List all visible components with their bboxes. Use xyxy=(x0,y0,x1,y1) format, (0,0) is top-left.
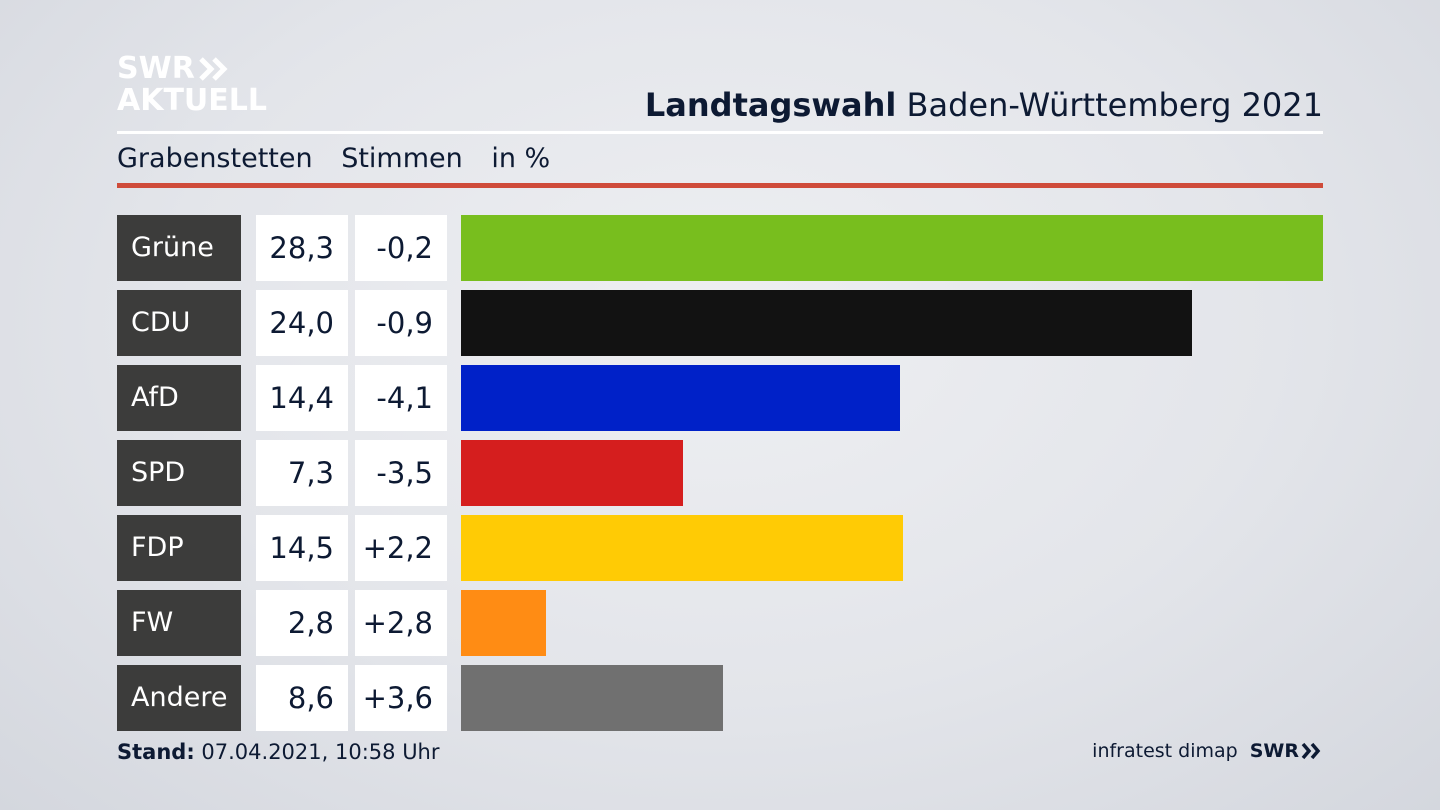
value-label: 7,3 xyxy=(256,440,348,506)
value-label: 8,6 xyxy=(256,665,348,731)
diff-label: +3,6 xyxy=(355,665,447,731)
value-label: 24,0 xyxy=(256,290,348,356)
swr-aktuell-logo: SWR AKTUELL xyxy=(117,53,267,117)
chart-subtitle: Grabenstetten Stimmen in % xyxy=(117,143,570,174)
party-label: CDU xyxy=(117,290,241,356)
source-brand: SWR xyxy=(1249,740,1299,762)
bar xyxy=(461,440,683,506)
diff-label: +2,8 xyxy=(355,590,447,656)
source-logo: SWR xyxy=(1250,740,1323,762)
bar-row: Andere 8,6 +3,6 xyxy=(117,665,1323,731)
subtitle-divider xyxy=(117,183,1323,188)
party-label: FW xyxy=(117,590,241,656)
bar-row: CDU 24,0 -0,9 xyxy=(117,290,1323,356)
diff-label: +2,2 xyxy=(355,515,447,581)
bar xyxy=(461,365,900,431)
logo-line-1: SWR xyxy=(117,51,195,86)
header-divider xyxy=(117,131,1323,134)
logo-line-2: AKTUELL xyxy=(117,83,268,118)
bar-row: FDP 14,5 +2,2 xyxy=(117,515,1323,581)
diff-label: -0,2 xyxy=(355,215,447,281)
timestamp: Stand: 07.04.2021, 10:58 Uhr xyxy=(117,740,440,764)
bar-row: FW 2,8 +2,8 xyxy=(117,590,1323,656)
party-label: SPD xyxy=(117,440,241,506)
subtitle-unit: in % xyxy=(491,143,551,174)
value-label: 14,5 xyxy=(256,515,348,581)
title-bold: Landtagswahl xyxy=(644,86,897,124)
source-credit: infratest dimap SWR xyxy=(1092,740,1323,762)
diff-label: -4,1 xyxy=(355,365,447,431)
party-label: Andere xyxy=(117,665,241,731)
source-text: infratest dimap xyxy=(1092,740,1238,762)
bar-row: AfD 14,4 -4,1 xyxy=(117,365,1323,431)
subtitle-place: Grabenstetten xyxy=(117,143,313,174)
diff-label: -0,9 xyxy=(355,290,447,356)
value-label: 14,4 xyxy=(256,365,348,431)
bar xyxy=(461,515,903,581)
subtitle-measure: Stimmen xyxy=(341,143,463,174)
party-label: FDP xyxy=(117,515,241,581)
bar xyxy=(461,590,546,656)
party-label: Grüne xyxy=(117,215,241,281)
bar-row: Grüne 28,3 -0,2 xyxy=(117,215,1323,281)
value-label: 28,3 xyxy=(256,215,348,281)
diff-label: -3,5 xyxy=(355,440,447,506)
page-title: Landtagswahl Baden-Württemberg 2021 xyxy=(645,86,1323,124)
double-chevron-icon xyxy=(1301,742,1321,760)
double-chevron-icon xyxy=(199,57,228,81)
party-label: AfD xyxy=(117,365,241,431)
stand-value: 07.04.2021, 10:58 Uhr xyxy=(201,740,440,764)
bar-row: SPD 7,3 -3,5 xyxy=(117,440,1323,506)
value-label: 2,8 xyxy=(256,590,348,656)
bar xyxy=(461,665,723,731)
title-rest: Baden-Württemberg 2021 xyxy=(906,86,1324,124)
stand-label: Stand: xyxy=(117,740,195,764)
bar xyxy=(461,290,1192,356)
bar xyxy=(461,215,1323,281)
